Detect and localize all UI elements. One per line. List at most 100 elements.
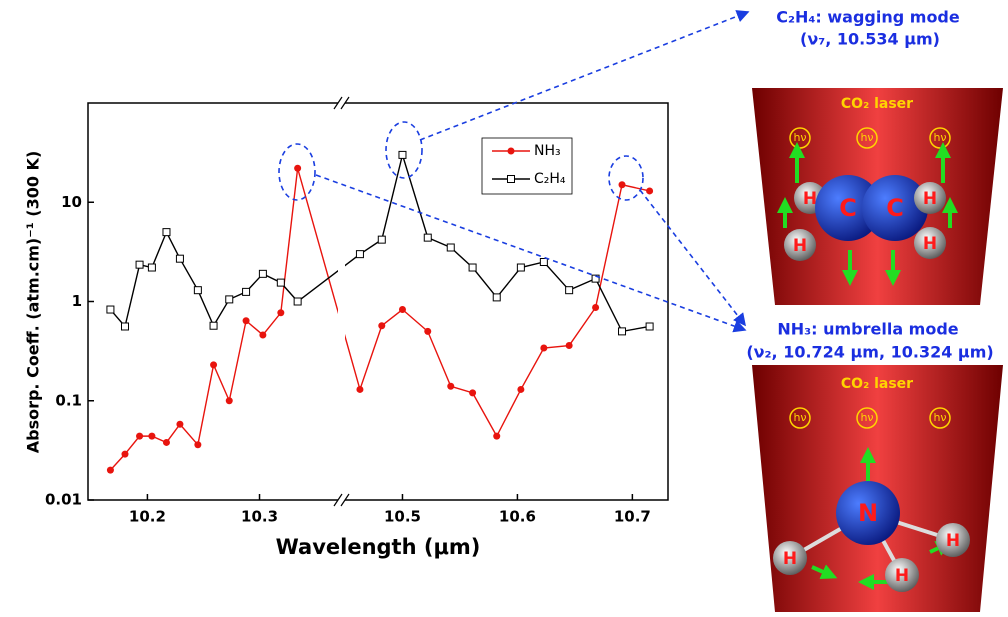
plot: 0.01 0.1 1 10 10.2 10.3 10.5 10.6 10.7 NH₃ C₂H₄ <box>45 96 654 526</box>
photon-label: hν <box>793 411 806 424</box>
x-tick-label: 10.3 <box>241 508 278 526</box>
point <box>136 432 144 440</box>
point <box>242 287 251 296</box>
atom-label: H <box>923 189 937 209</box>
annotations <box>278 10 750 333</box>
photon-label: hν <box>933 411 946 424</box>
series-line <box>109 168 650 471</box>
point <box>356 385 364 393</box>
axis-break <box>338 99 345 504</box>
highlight <box>608 155 644 201</box>
photon-label: hν <box>860 131 873 144</box>
point <box>469 389 477 397</box>
point <box>210 361 218 369</box>
point <box>162 228 171 237</box>
diagrams: C₂H₄: wagging mode (ν₇, 10.534 μm) CO₂ las… <box>746 8 994 592</box>
diagram-subtitle: (ν₂, 10.724 μm, 10.324 μm) <box>746 343 993 362</box>
break-mark <box>333 493 343 507</box>
arrow <box>419 10 750 141</box>
point <box>424 327 432 335</box>
point <box>120 322 129 331</box>
atom-label: C <box>839 194 857 222</box>
photon-label: hν <box>793 131 806 144</box>
x-tick-label: 10.6 <box>499 508 536 526</box>
atom-label: H <box>793 236 807 256</box>
point <box>565 342 573 350</box>
atom-label: H <box>803 189 817 209</box>
point <box>565 286 574 295</box>
point <box>540 344 548 352</box>
legend-marker <box>507 147 515 155</box>
point <box>618 181 626 189</box>
point <box>294 164 302 172</box>
y-tick-label: 10 <box>61 193 82 211</box>
y-tick-label: 1 <box>72 292 82 310</box>
point <box>378 322 386 330</box>
point <box>423 233 432 242</box>
point <box>645 322 654 331</box>
point <box>259 331 267 339</box>
point <box>398 306 406 314</box>
x-tick-label: 10.2 <box>129 508 166 526</box>
arrow <box>315 174 747 333</box>
atom <box>936 523 970 557</box>
atom-label: H <box>923 234 937 254</box>
point <box>225 295 234 304</box>
highlight <box>278 143 316 201</box>
photon-label: hν <box>860 411 873 424</box>
y-axis-label: Absorp. Coeff. (atm.cm)⁻¹ (300 K) <box>24 151 43 454</box>
photon-label: hν <box>933 131 946 144</box>
point <box>398 150 407 159</box>
point <box>539 258 548 267</box>
photon <box>856 407 878 429</box>
laser-label: CO₂ laser <box>841 96 913 112</box>
photon <box>856 127 878 149</box>
point <box>293 297 302 306</box>
point <box>377 235 386 244</box>
break-mark <box>333 96 343 110</box>
point <box>106 466 114 474</box>
point <box>447 382 455 390</box>
photon <box>929 407 951 429</box>
atom <box>784 229 816 261</box>
point <box>517 385 525 393</box>
photon <box>789 407 811 429</box>
diagram-title: NH₃: umbrella mode <box>777 320 958 339</box>
legend-label: NH₃ <box>534 143 561 159</box>
point <box>493 432 501 440</box>
atom-label: N <box>858 499 878 527</box>
atom-label: C <box>886 194 904 222</box>
point <box>209 321 218 330</box>
atom <box>862 175 928 241</box>
point <box>591 274 600 283</box>
atom-label: H <box>946 531 960 551</box>
point <box>147 263 156 272</box>
point <box>148 432 156 440</box>
atom <box>914 227 946 259</box>
y-tick-label: 0.01 <box>45 491 82 509</box>
highlight <box>385 121 423 179</box>
break-mark <box>340 96 350 110</box>
point <box>121 450 129 458</box>
motion-arrow <box>811 564 838 580</box>
point <box>492 293 501 302</box>
atom <box>914 182 946 214</box>
point <box>225 397 233 405</box>
point <box>194 441 202 449</box>
legend-marker <box>507 175 515 183</box>
point <box>276 278 285 287</box>
plot-frame <box>87 102 669 501</box>
atom <box>815 175 881 241</box>
atom-label: H <box>783 549 797 569</box>
point <box>277 309 285 317</box>
point <box>516 263 525 272</box>
atom-label: H <box>895 566 909 586</box>
point <box>258 269 267 278</box>
break-mark <box>340 493 350 507</box>
point <box>355 250 364 259</box>
diagram-title: C₂H₄: wagging mode <box>776 8 960 27</box>
x-axis-label: Wavelength (μm) <box>276 535 481 559</box>
x-tick-label: 10.7 <box>614 508 651 526</box>
diagram-subtitle: (ν₇, 10.534 μm) <box>800 30 940 49</box>
